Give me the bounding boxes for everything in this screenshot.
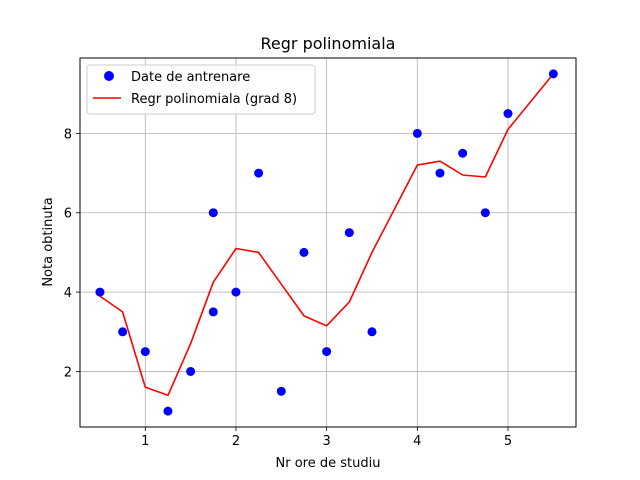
y-tick-label: 4 [64,286,72,301]
x-tick-label: 3 [322,434,330,449]
scatter-point [231,287,241,297]
x-tick-label: 2 [232,434,240,449]
scatter-point [95,287,105,297]
scatter-point [458,148,468,158]
legend-label-regression-line: Regr polinomiala (grad 8) [131,92,297,107]
scatter-point [208,208,218,218]
scatter-point [118,327,128,337]
x-tick-label: 5 [504,434,512,449]
regression-line [99,73,554,397]
scatter-point [548,69,558,79]
x-tick-label: 4 [413,434,421,449]
scatter-point [412,128,422,138]
x-tick-label: 1 [141,434,149,449]
scatter-point [163,406,173,416]
scatter-point [186,366,196,376]
legend: Date de antrenare Regr polinomiala (grad… [86,64,316,115]
plot-area-frame [79,57,577,428]
y-axis-title: Nota obtinuta [41,197,56,286]
grid-lines [80,58,576,427]
y-tick-label: 6 [64,207,72,222]
legend-label-training-data: Date de antrenare [131,70,250,85]
scatter-point [344,228,354,238]
scatter-point [480,208,490,218]
legend-box [86,64,316,115]
scatter-point [208,307,218,317]
chart-title: Regr polinomiala [261,34,396,53]
y-tick-label: 2 [64,365,72,380]
scatter-point [276,386,286,396]
scatter-point [435,168,445,178]
x-axis-title: Nr ore de studiu [276,456,381,471]
scatter-point [503,109,513,119]
scatter-point [140,347,150,357]
scatter-point [254,168,264,178]
axis-ticks: 1 2 3 4 5 2 4 6 8 [64,127,512,449]
plot-series [95,69,558,416]
scatter-point [322,347,332,357]
y-tick-label: 8 [64,127,72,142]
scatter-point [367,327,377,337]
scatter-point [299,247,309,257]
legend-marker-training-data [104,71,114,81]
